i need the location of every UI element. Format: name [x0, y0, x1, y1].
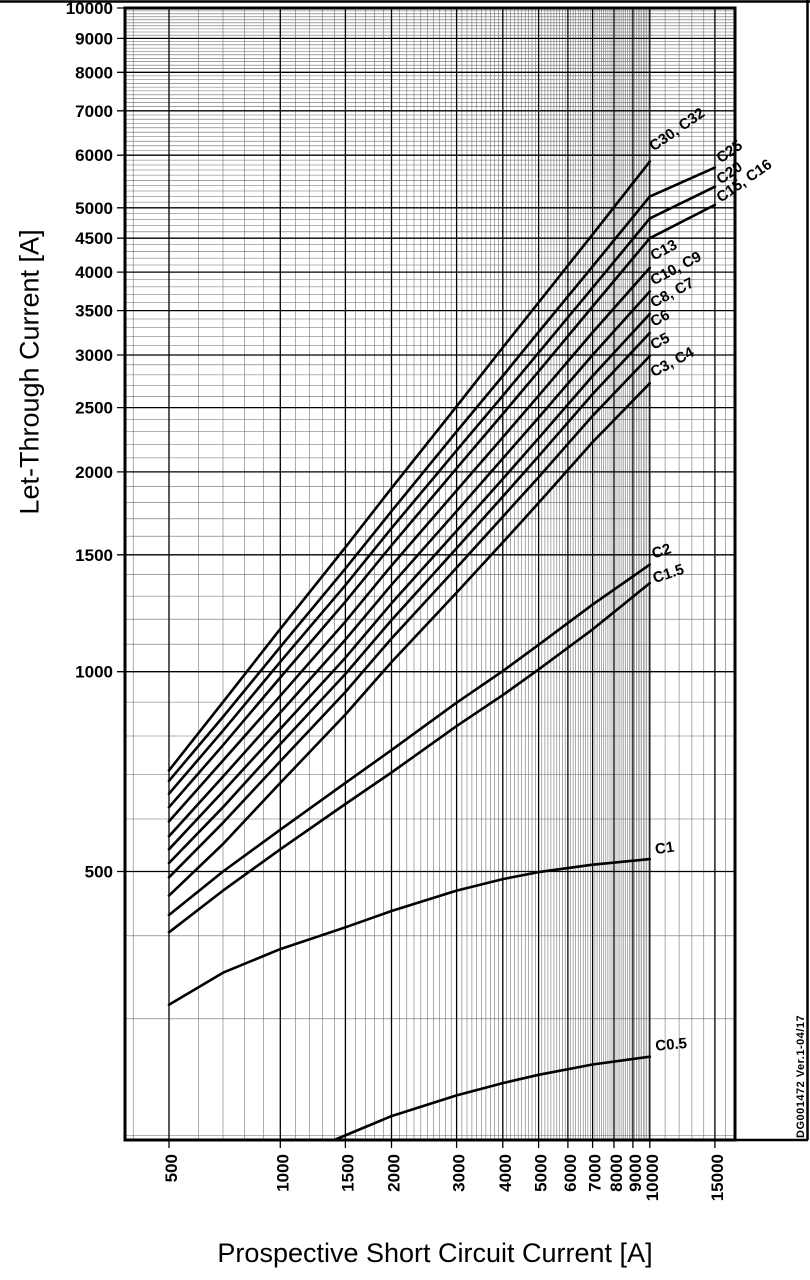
x-tick-label: 1000: [273, 1154, 292, 1192]
curve-label-c1-5: C1.5: [651, 561, 686, 587]
x-tick-label: 4000: [496, 1154, 515, 1192]
curve-c6: [167, 331, 652, 865]
y-tick-label: 1500: [75, 546, 113, 565]
x-tick-label: 3000: [450, 1154, 469, 1192]
y-tick-label: 3500: [75, 302, 113, 321]
x-tick-label: 15000: [708, 1154, 727, 1201]
curve-label-c2: C2: [650, 540, 674, 562]
x-tick-label: 10000: [643, 1154, 662, 1201]
x-tick-label: 1500: [338, 1154, 357, 1192]
grid-major: [117, 7, 735, 1148]
grid-minor: [125, 8, 735, 1140]
curve-c20: [167, 185, 717, 795]
y-tick-label: 5000: [75, 199, 113, 218]
curve-c2: [167, 563, 652, 917]
x-tick-label: 500: [162, 1154, 181, 1182]
y-tick-label: 1000: [75, 663, 113, 682]
y-tick-label: 7000: [75, 102, 113, 121]
y-tick-label: 500: [85, 863, 113, 882]
x-tick-label: 9000: [626, 1154, 645, 1192]
curve-c3-c4: [167, 382, 652, 897]
y-axis-title: Let-Through Current [A]: [14, 229, 45, 515]
figure-border: [0, 0, 810, 1142]
x-tick-label: 5000: [532, 1154, 551, 1192]
curve-c15-c16: [167, 203, 717, 809]
x-tick-label: 2000: [385, 1154, 404, 1192]
y-tick-label: 2500: [75, 399, 113, 418]
y-tick-label: 4500: [75, 229, 113, 248]
curve-label-c0-5: C0.5: [655, 1035, 688, 1055]
curve-c25: [167, 166, 717, 783]
curve-c5: [167, 354, 652, 879]
curve-label-c5: C5: [648, 330, 673, 354]
x-tick-label: 7000: [586, 1154, 605, 1192]
y-tick-label: 3000: [75, 346, 113, 365]
curve-c8-c7: [167, 312, 652, 851]
x-tick-label: 8000: [607, 1154, 626, 1192]
curve-label-c30-c32: C30, C32: [646, 105, 708, 155]
y-tick-label: 2000: [75, 463, 113, 482]
document-id-watermark: DG001472 Ver.1-04/17: [795, 1014, 807, 1138]
x-tick-label: 6000: [561, 1154, 580, 1192]
curve-c30-c32: [167, 160, 652, 772]
curve-label-c1: C1: [654, 839, 675, 859]
curve-c1: [167, 857, 652, 1006]
curve-c10-c9: [167, 290, 652, 838]
plot-frame: [123, 6, 737, 1142]
curve-c13: [167, 266, 652, 823]
y-tick-label: 10000: [66, 0, 113, 18]
curve-c1-5: [167, 581, 652, 934]
curve-c0-5: [333, 1055, 652, 1142]
y-tick-label: 9000: [75, 29, 113, 48]
y-tick-label: 8000: [75, 63, 113, 82]
y-tick-label: 6000: [75, 146, 113, 165]
y-tick-label: 4000: [75, 263, 113, 282]
x-axis-title: Prospective Short Circuit Current [A]: [217, 1238, 653, 1268]
